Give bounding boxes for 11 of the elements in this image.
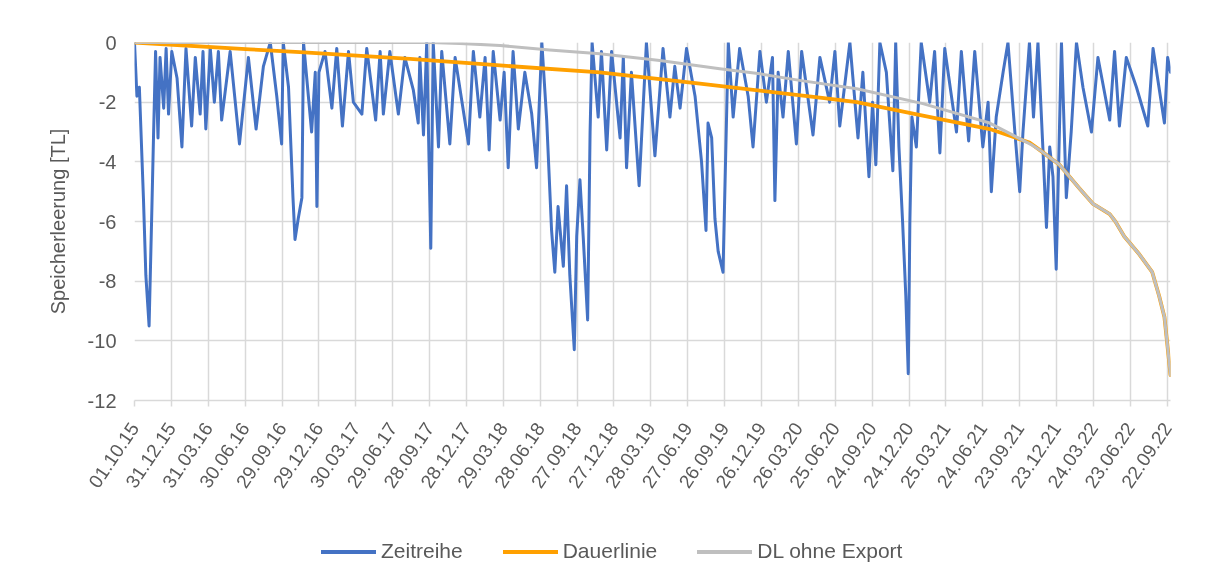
legend-label: Dauerlinie	[562, 539, 658, 563]
y-tick-label: -4	[98, 150, 117, 173]
y-tick-label: -8	[98, 270, 117, 293]
y-tick-label: -6	[98, 210, 117, 233]
y-tick-label: 0	[105, 31, 117, 54]
legend-label: Zeitreihe	[381, 539, 463, 563]
y-axis-title: Speicherleerung [TL]	[46, 128, 69, 315]
legend-label: DL ohne Export	[757, 539, 903, 563]
y-tick-label: -2	[98, 91, 117, 114]
y-tick-label: -12	[87, 389, 117, 412]
y-tick-label: -10	[87, 329, 117, 352]
